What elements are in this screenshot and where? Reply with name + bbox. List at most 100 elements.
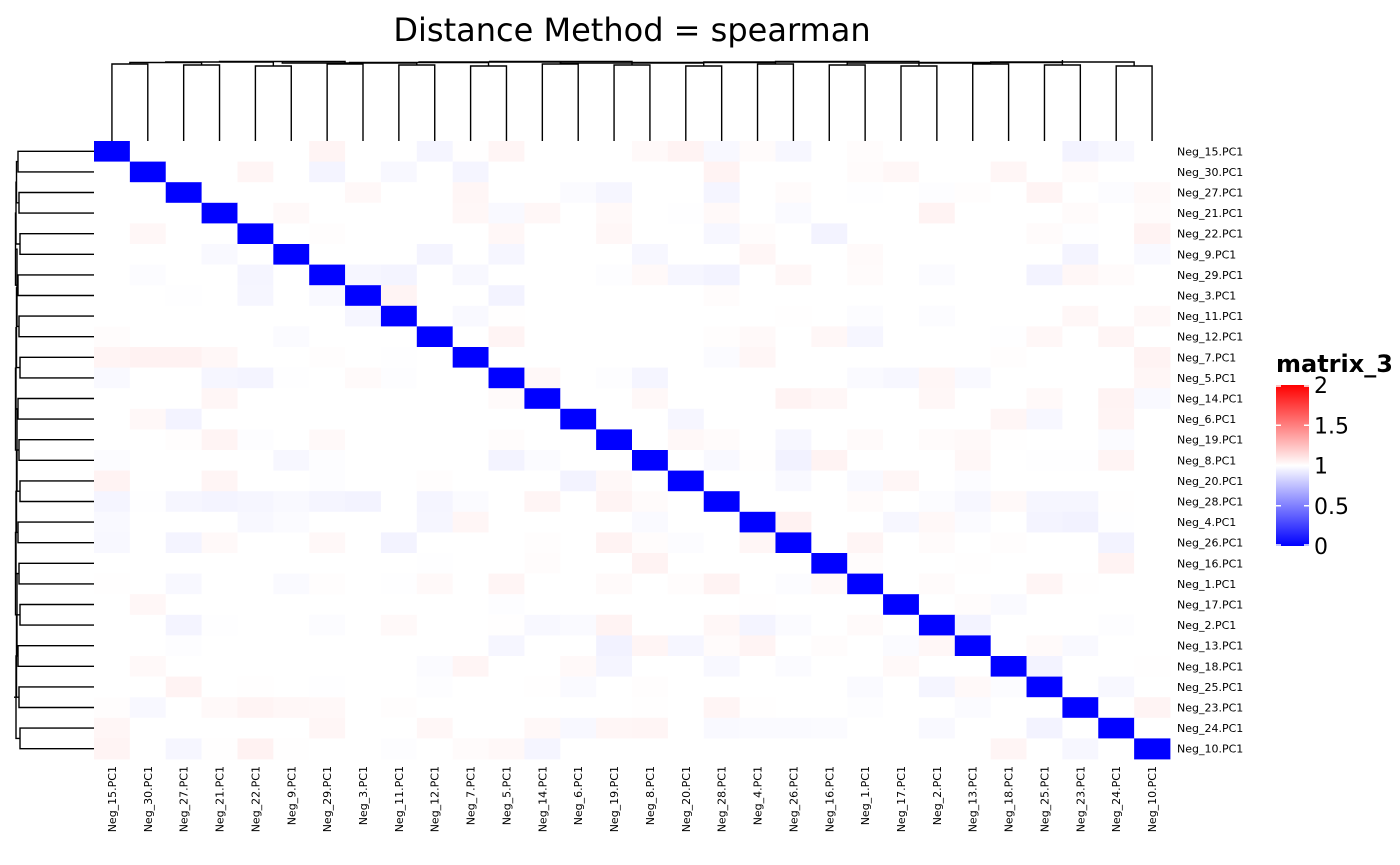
heatmap-cell bbox=[667, 491, 705, 513]
heatmap-cell bbox=[129, 614, 167, 636]
column-label: Neg_26.PC1 bbox=[787, 766, 800, 832]
heatmap-cell bbox=[129, 532, 167, 554]
heatmap-cell bbox=[380, 367, 418, 389]
heatmap-cell bbox=[1062, 738, 1099, 760]
heatmap-cell bbox=[524, 697, 561, 719]
heatmap-cell bbox=[918, 676, 956, 698]
heatmap-cell bbox=[452, 532, 489, 554]
heatmap-cell bbox=[596, 182, 633, 204]
heatmap-cell bbox=[201, 182, 238, 204]
heatmap-cell bbox=[129, 244, 167, 265]
heatmap-cell bbox=[632, 738, 669, 760]
heatmap-cell bbox=[775, 676, 812, 698]
heatmap-cell bbox=[703, 182, 740, 204]
heatmap-cell bbox=[1134, 223, 1171, 245]
heatmap-cell bbox=[1062, 388, 1099, 410]
heatmap-cell bbox=[129, 450, 167, 471]
heatmap-cell bbox=[883, 305, 920, 327]
heatmap-cell bbox=[883, 697, 920, 719]
heatmap-cell bbox=[954, 285, 992, 307]
heatmap-cell bbox=[918, 738, 956, 760]
heatmap-cell bbox=[847, 470, 884, 492]
column-label: Neg_15.PC1 bbox=[106, 766, 119, 832]
heatmap-cell bbox=[273, 470, 310, 492]
heatmap-cell bbox=[1026, 182, 1063, 204]
heatmap-cell bbox=[775, 347, 812, 368]
heatmap-cell bbox=[129, 141, 167, 162]
heatmap-cell bbox=[452, 347, 489, 368]
heatmap-cell bbox=[560, 532, 597, 554]
heatmap-cell bbox=[560, 182, 597, 204]
heatmap-cell bbox=[1026, 285, 1063, 307]
heatmap-cell bbox=[309, 738, 346, 760]
heatmap-cell bbox=[811, 553, 848, 574]
heatmap-cell bbox=[416, 202, 454, 224]
heatmap-cell bbox=[811, 182, 848, 204]
heatmap-cell bbox=[632, 491, 669, 513]
heatmap-cell bbox=[452, 697, 489, 719]
heatmap-cell bbox=[775, 244, 812, 265]
heatmap-cell bbox=[416, 244, 454, 265]
heatmap-cell bbox=[560, 676, 597, 698]
heatmap-cell bbox=[201, 470, 238, 492]
heatmap-cell bbox=[990, 141, 1027, 162]
heatmap-cell bbox=[237, 738, 274, 760]
heatmap-cell bbox=[990, 202, 1027, 224]
heatmap-cell bbox=[94, 450, 131, 471]
heatmap-cell bbox=[129, 656, 167, 677]
row-label: Neg_21.PC1 bbox=[1177, 207, 1243, 220]
heatmap-cell bbox=[1134, 285, 1171, 307]
heatmap-cell bbox=[954, 182, 992, 204]
heatmap-cell bbox=[1134, 614, 1171, 636]
heatmap-cell bbox=[954, 450, 992, 471]
heatmap-cell bbox=[918, 347, 956, 368]
heatmap-cell bbox=[488, 326, 525, 348]
heatmap-cell bbox=[560, 573, 597, 595]
heatmap-cell bbox=[488, 202, 525, 224]
heatmap-cell bbox=[237, 532, 274, 554]
heatmap-cell bbox=[452, 408, 489, 430]
heatmap-cell bbox=[739, 470, 776, 492]
heatmap-cell bbox=[775, 429, 812, 451]
heatmap-cell bbox=[883, 717, 920, 739]
heatmap-cell bbox=[775, 388, 812, 410]
row-label: Neg_1.PC1 bbox=[1177, 578, 1236, 591]
heatmap-cell bbox=[847, 573, 884, 595]
heatmap-cell bbox=[1026, 717, 1063, 739]
heatmap-cell bbox=[273, 161, 310, 183]
heatmap-cell bbox=[954, 141, 992, 162]
heatmap-cell bbox=[811, 223, 848, 245]
heatmap-cell bbox=[309, 511, 346, 533]
heatmap-cell bbox=[811, 717, 848, 739]
heatmap-cell bbox=[129, 697, 167, 719]
column-label: Neg_16.PC1 bbox=[823, 766, 836, 832]
heatmap-cell bbox=[201, 223, 238, 245]
heatmap-cell bbox=[811, 450, 848, 471]
heatmap-cell bbox=[954, 491, 992, 513]
heatmap-cell bbox=[416, 532, 454, 554]
heatmap-cell bbox=[990, 182, 1027, 204]
heatmap-cell bbox=[273, 429, 310, 451]
heatmap-cell bbox=[632, 408, 669, 430]
heatmap-cell bbox=[1062, 697, 1099, 719]
heatmap-cell bbox=[524, 141, 561, 162]
heatmap-cell bbox=[847, 553, 884, 574]
heatmap-cell bbox=[129, 285, 167, 307]
column-label: Neg_9.PC1 bbox=[285, 766, 298, 825]
heatmap-cell bbox=[345, 738, 382, 760]
heatmap-cell bbox=[488, 635, 525, 657]
heatmap-cell bbox=[811, 594, 848, 616]
heatmap-cell bbox=[1134, 429, 1171, 451]
heatmap-cell bbox=[1062, 326, 1099, 348]
heatmap-cell bbox=[560, 347, 597, 368]
heatmap-cell bbox=[452, 367, 489, 389]
heatmap-cell bbox=[596, 532, 633, 554]
heatmap-cell bbox=[273, 367, 310, 389]
heatmap-cell bbox=[94, 161, 131, 183]
heatmap-cell bbox=[524, 223, 561, 245]
heatmap-cell bbox=[847, 285, 884, 307]
heatmap-cell bbox=[452, 202, 489, 224]
heatmap-cell bbox=[309, 182, 346, 204]
column-label: Neg_12.PC1 bbox=[429, 766, 442, 832]
heatmap-cell bbox=[918, 470, 956, 492]
